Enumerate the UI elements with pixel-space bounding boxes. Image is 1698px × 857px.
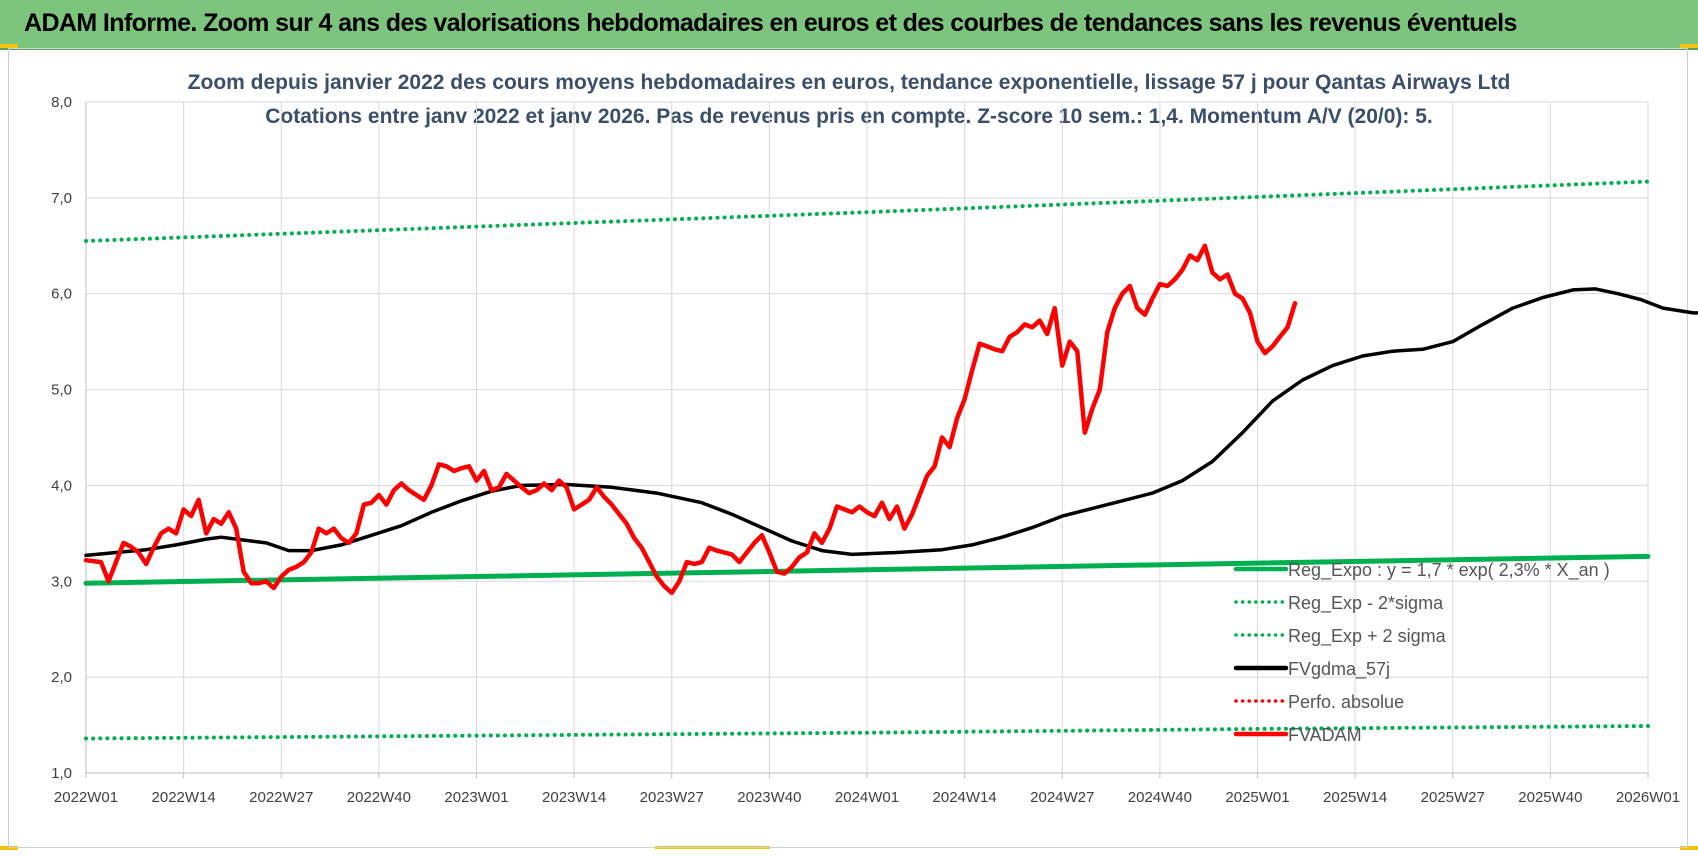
series-line-reg-exp: [84, 724, 1650, 741]
x-tick-label: 2022W14: [152, 789, 216, 806]
corner-mark-top-left: [0, 44, 18, 48]
x-tick-label: 2024W40: [1128, 789, 1192, 806]
header-title: ADAM Informe. Zoom sur 4 ans des valoris…: [24, 9, 1517, 37]
legend-label: FVgdma_57j: [1288, 659, 1390, 680]
x-tick-label: 2022W01: [54, 789, 118, 806]
series-line-fvgdma-57j: [84, 287, 1698, 558]
legend-label: Reg_Exp + 2 sigma: [1288, 626, 1447, 647]
x-tick-label: 2022W27: [249, 789, 313, 806]
x-tick-label: 2023W01: [444, 789, 508, 806]
series: [83, 179, 1698, 741]
series-line-reg-expo: [83, 553, 1651, 586]
corner-mark-top-right: [1680, 44, 1698, 48]
x-tick-label: 2024W14: [933, 789, 997, 806]
x-tick-label: 2023W27: [640, 789, 704, 806]
y-tick-label: 2,0: [51, 669, 72, 686]
y-tick-label: 4,0: [51, 477, 72, 494]
x-tick-label: 2025W14: [1323, 789, 1387, 806]
y-tick-label: 7,0: [51, 190, 72, 207]
x-tick-label: 2022W40: [347, 789, 411, 806]
x-tick-label: 2025W40: [1518, 789, 1582, 806]
header-band: ADAM Informe. Zoom sur 4 ans des valoris…: [0, 0, 1698, 50]
x-tick-label: 2024W27: [1030, 789, 1094, 806]
legend-label: Reg_Exp - 2*sigma: [1288, 593, 1444, 614]
y-tick-label: 8,0: [51, 94, 72, 111]
x-tick-label: 2025W27: [1421, 789, 1485, 806]
corner-mark-bottom-left: [0, 846, 18, 850]
grid: [85, 101, 1649, 774]
series-line-fvadam: [83, 243, 1298, 596]
x-tick-label: 2023W40: [737, 789, 801, 806]
y-tick-label: 5,0: [51, 382, 72, 399]
chart-title: Zoom depuis janvier 2022 des cours moyen…: [188, 71, 1511, 94]
y-tick-label: 3,0: [51, 573, 72, 590]
x-tick-label: 2026W01: [1616, 789, 1680, 806]
legend-label: Reg_Expo : y = 1,7 * exp( 2,3% * X_an ): [1288, 560, 1610, 581]
legend-label: Perfo. absolue: [1288, 692, 1404, 712]
legend: Reg_Expo : y = 1,7 * exp( 2,3% * X_an ) R…: [1233, 560, 1610, 745]
corner-mark-bottom-right: [1680, 846, 1698, 850]
chart-subtitle: Cotations entre janv 2022 et janv 2026. …: [265, 105, 1433, 128]
legend-label: FVADAM: [1288, 725, 1362, 745]
x-tick-label: 2023W14: [542, 789, 606, 806]
y-tick-label: 1,0: [51, 765, 72, 782]
axes: 2022W01 2022W14 2022W27 2022W40 2023W01 2023W…: [51, 94, 1680, 806]
x-tick-label: 2025W01: [1225, 789, 1289, 806]
y-tick-label: 6,0: [51, 286, 72, 303]
chart-frame: [8, 48, 1688, 848]
series-line-reg-exp: [84, 179, 1650, 243]
x-tick-label: 2024W01: [835, 789, 899, 806]
